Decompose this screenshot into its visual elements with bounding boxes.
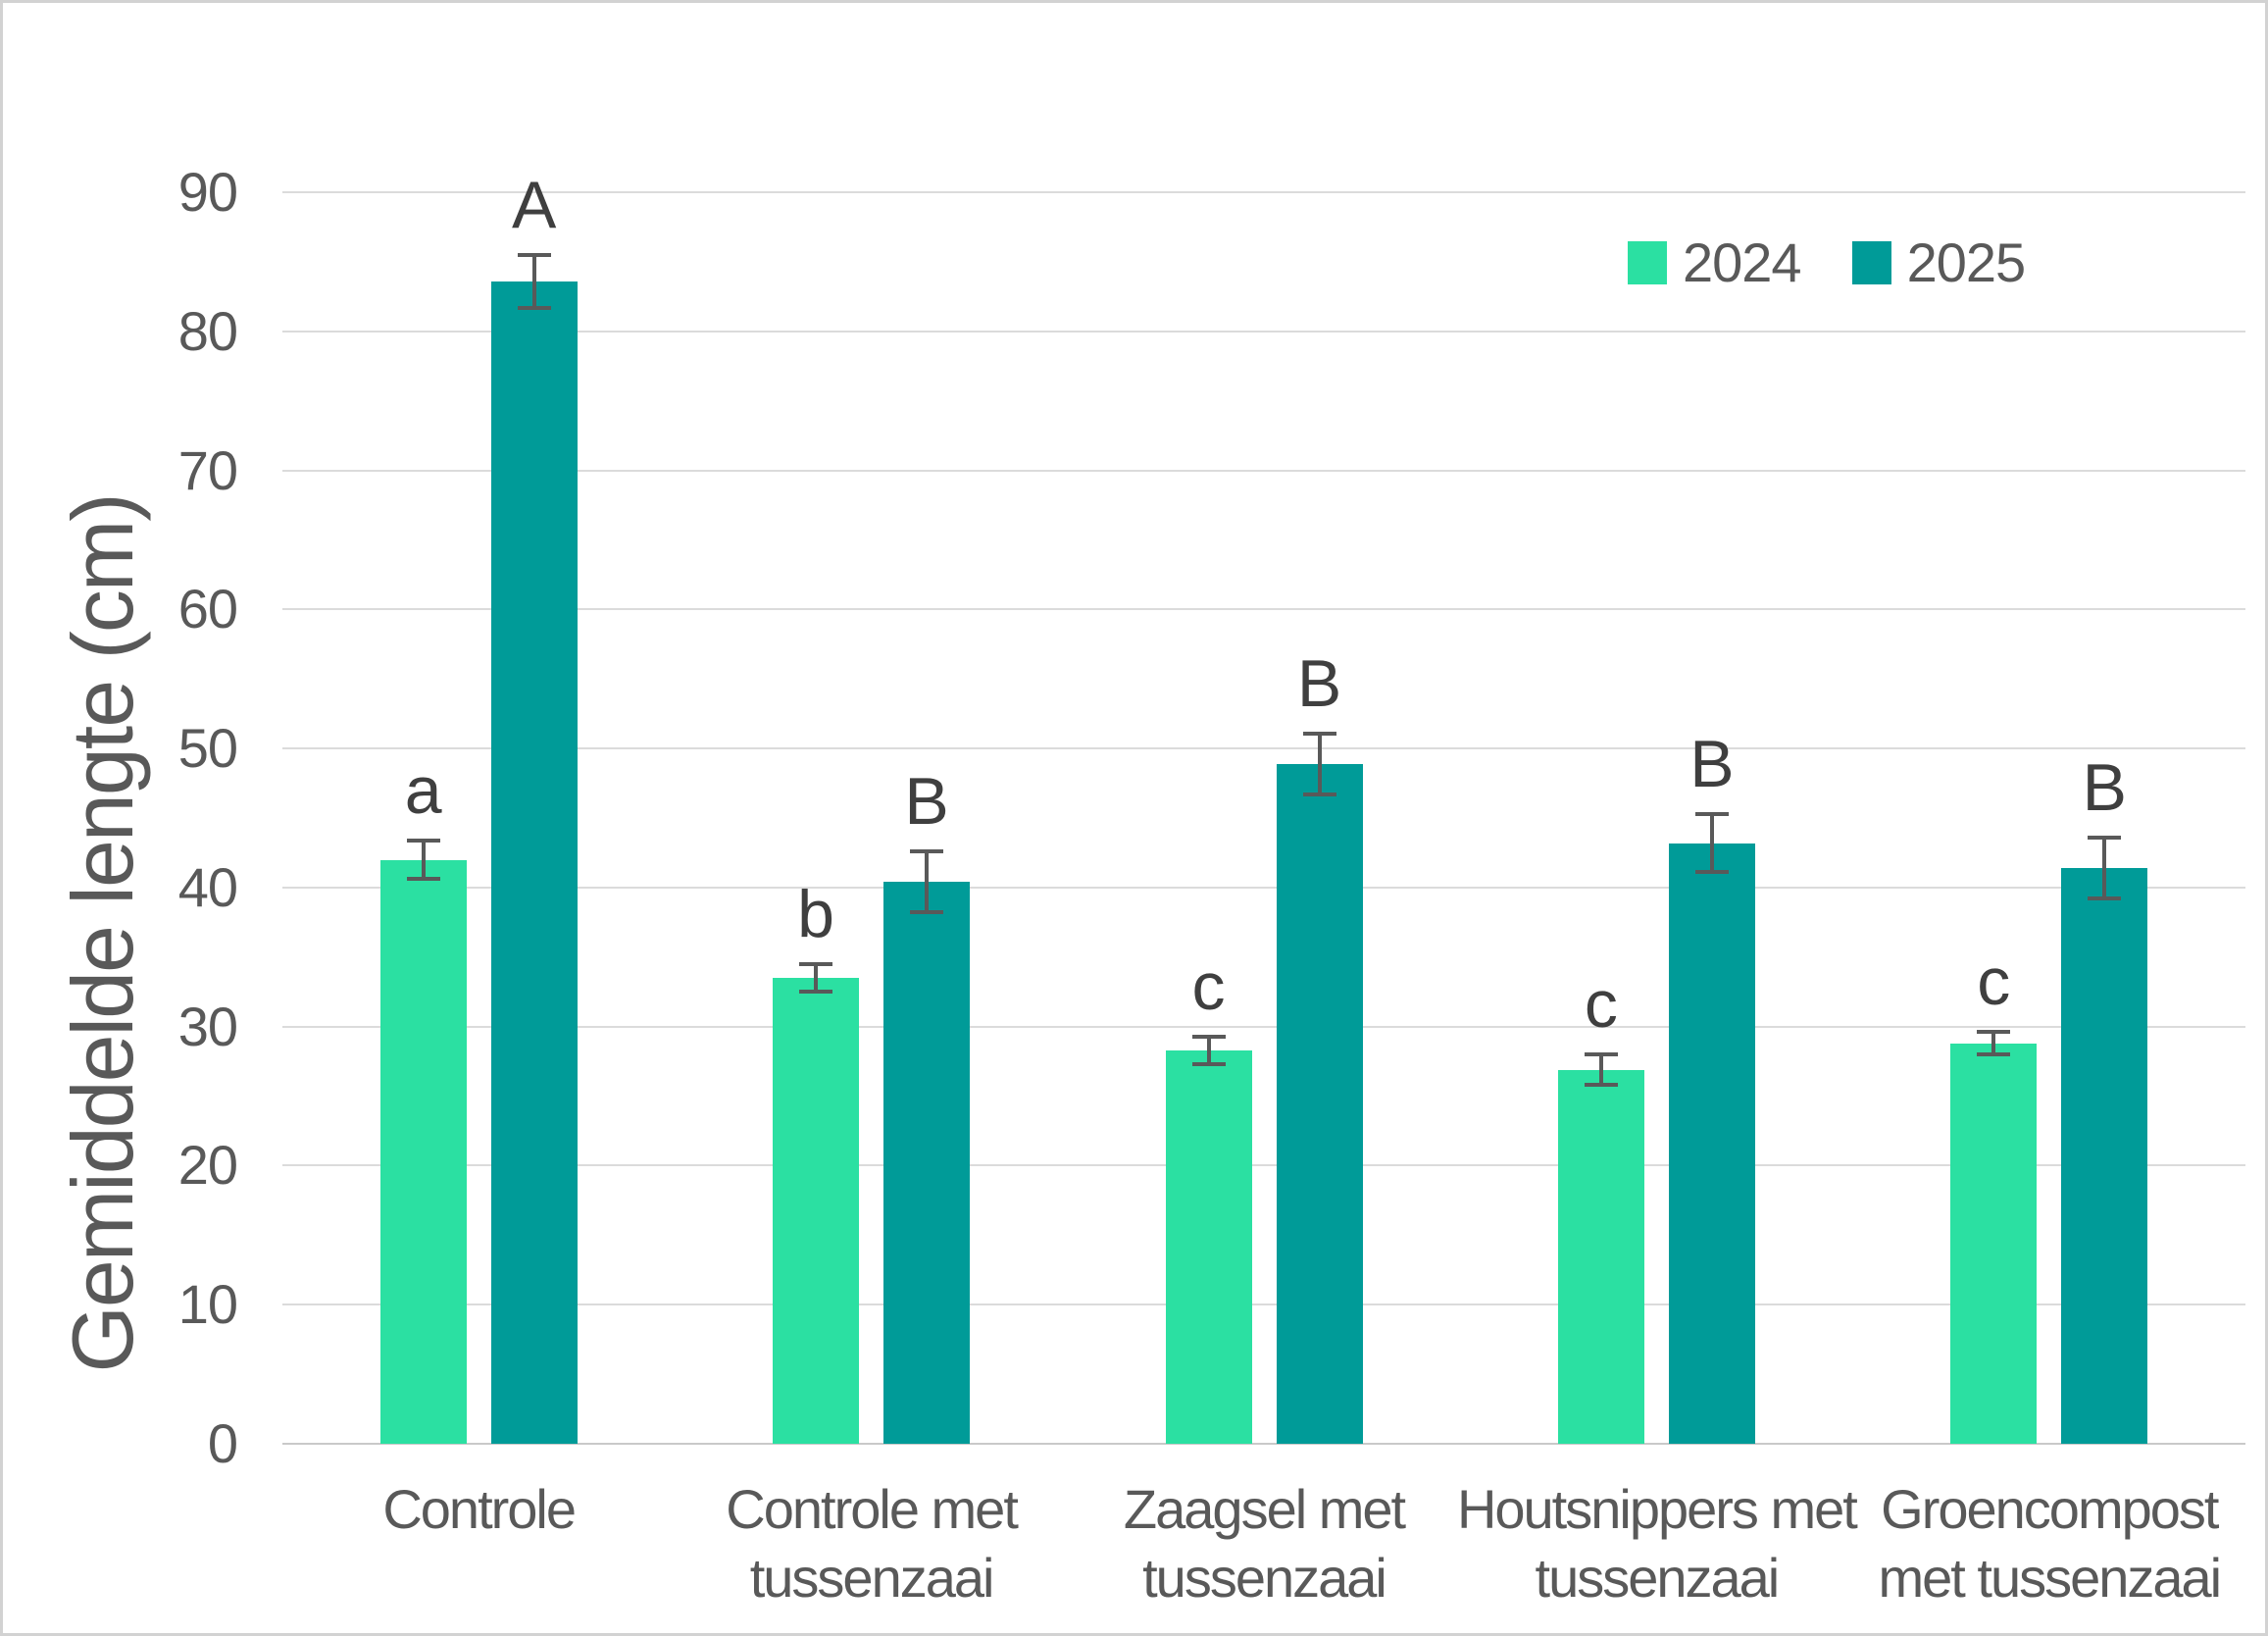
error-bar [1598, 1054, 1603, 1086]
x-axis-label-4: Houtsnippers met tussenzaai [1450, 1475, 1862, 1612]
error-bar [2102, 837, 2107, 899]
significance-letter: B [2082, 749, 2127, 825]
significance-letter: a [404, 752, 442, 828]
bar-2024-controle-met-tussenzaai [773, 978, 860, 1444]
error-bar [1206, 1036, 1211, 1064]
bar-2025-houtsnippers-met-tussenzaai [1668, 843, 1755, 1444]
error-bar-cap-top [1977, 1030, 2011, 1035]
error-bar-cap-bottom [799, 990, 833, 995]
legend-item-2024: 2024 [1628, 231, 1802, 293]
legend-swatch-2024 [1628, 241, 1667, 284]
x-axis-label-3: Zaagsel met tussenzaai [1058, 1475, 1470, 1612]
significance-letter: b [797, 876, 834, 951]
significance-letter: B [904, 764, 949, 840]
legend-swatch-2025 [1851, 241, 1891, 284]
y-tick-label-60: 60 [177, 578, 238, 640]
error-bar [1991, 1032, 1996, 1054]
y-tick-label-40: 40 [177, 855, 238, 918]
x-axis-label-5: Groencompost met tussenzaai [1843, 1475, 2255, 1612]
gridline-30 [282, 1025, 2245, 1028]
bar-2025-controle [490, 281, 578, 1444]
gridline-50 [282, 747, 2245, 750]
error-bar-cap-top [1694, 811, 1729, 816]
error-bar-cap-top [517, 252, 551, 257]
legend-label-2025: 2025 [1906, 231, 2027, 293]
y-tick-label-20: 20 [177, 1134, 238, 1197]
significance-letter: c [1191, 948, 1226, 1024]
significance-letter: c [1584, 967, 1618, 1043]
y-tick-label-70: 70 [177, 438, 238, 501]
gridline-60 [282, 608, 2245, 611]
x-axis-label-line: Groencompost [1881, 1478, 2219, 1540]
x-axis-label-line: tussenzaai [1142, 1547, 1387, 1609]
bar-2025-groencompost-met-tussenzaai [2061, 868, 2148, 1444]
error-bar-cap-bottom [2088, 896, 2122, 901]
y-axis-title: Gemiddelde lengte (cm) [54, 494, 151, 1373]
bar-2025-controle-met-tussenzaai [883, 882, 971, 1444]
x-axis-label-line: tussenzaai [749, 1547, 995, 1609]
error-bar [531, 254, 536, 308]
x-axis-label-1: Controle [273, 1475, 684, 1544]
x-axis-label-line: Zaagsel met [1123, 1478, 1406, 1540]
gridline-10 [282, 1304, 2245, 1306]
y-tick-label-90: 90 [177, 161, 238, 223]
bar-2024-groencompost-met-tussenzaai [1950, 1043, 2038, 1444]
significance-letter: B [1689, 726, 1735, 801]
y-tick-label-10: 10 [177, 1273, 238, 1336]
error-bar-cap-top [1302, 731, 1336, 736]
significance-letter: c [1977, 945, 2011, 1020]
significance-letter: B [1296, 645, 1342, 721]
bar-2024-houtsnippers-met-tussenzaai [1557, 1069, 1644, 1444]
gridline-40 [282, 886, 2245, 889]
legend-label-2024: 2024 [1683, 231, 1802, 293]
error-bar [925, 851, 930, 913]
legend: 2024 2025 [1628, 231, 2027, 293]
bar-2025-zaagsel-met-tussenzaai [1276, 763, 1363, 1444]
error-bar-cap-bottom [910, 910, 944, 915]
gridline-70 [282, 469, 2245, 472]
gridline-90 [282, 191, 2245, 193]
bar-2024-controle [379, 859, 467, 1444]
error-bar-cap-bottom [517, 305, 551, 310]
error-bar-cap-bottom [1977, 1052, 2011, 1057]
error-bar-cap-top [1584, 1052, 1618, 1057]
gridline-20 [282, 1164, 2245, 1167]
x-axis-label-line: tussenzaai [1535, 1547, 1781, 1609]
error-bar-cap-bottom [1694, 870, 1729, 875]
error-bar [814, 963, 819, 993]
x-axis-label-line: met tussenzaai [1878, 1547, 2222, 1609]
error-bar [1317, 733, 1322, 794]
gridline-80 [282, 330, 2245, 332]
y-tick-label-0: 0 [207, 1412, 238, 1474]
bar-2024-zaagsel-met-tussenzaai [1165, 1049, 1252, 1444]
y-tick-label-80: 80 [177, 299, 238, 362]
error-bar-cap-top [406, 838, 440, 843]
error-bar-cap-top [910, 849, 944, 854]
significance-letter: A [512, 167, 557, 242]
x-axis-label-line: Houtsnippers met [1456, 1478, 1858, 1540]
gridline-0 [282, 1443, 2245, 1445]
y-tick-label-30: 30 [177, 995, 238, 1057]
x-axis-label-line: Controle [382, 1478, 577, 1540]
error-bar-cap-bottom [1302, 792, 1336, 796]
error-bar-cap-top [799, 961, 833, 966]
error-bar [1709, 813, 1714, 873]
y-tick-label-50: 50 [177, 717, 238, 780]
legend-item-2025: 2025 [1851, 231, 2027, 293]
x-axis-label-line: Controle met [726, 1478, 1019, 1540]
error-bar [421, 840, 426, 880]
error-bar-cap-top [1191, 1034, 1226, 1039]
error-bar-cap-bottom [406, 877, 440, 882]
error-bar-cap-bottom [1191, 1061, 1226, 1066]
error-bar-cap-bottom [1584, 1083, 1618, 1088]
error-bar-cap-top [2088, 835, 2122, 840]
x-axis-label-2: Controle met tussenzaai [666, 1475, 1078, 1612]
